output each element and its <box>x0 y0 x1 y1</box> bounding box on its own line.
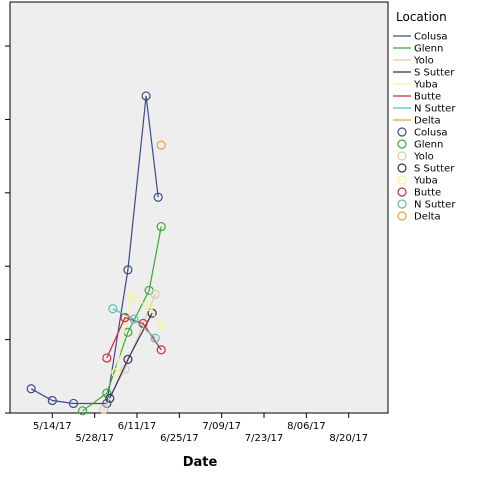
data-point-s-sutter <box>105 393 115 403</box>
legend-label: Butte <box>414 92 441 103</box>
legend-label: Butte <box>414 188 441 199</box>
tick-layer <box>5 45 350 418</box>
data-point-colusa <box>153 192 163 202</box>
legend-marker-swatch <box>397 151 407 161</box>
series-line-yuba <box>115 294 162 373</box>
legend-marker-swatch <box>397 139 407 149</box>
legend-title: Location <box>396 10 447 24</box>
legend-marker-swatch <box>397 175 407 185</box>
data-point-n-sutter <box>129 314 139 324</box>
data-point-yolo <box>150 289 160 299</box>
legend-marker-swatch <box>397 211 407 221</box>
series-layer <box>26 91 166 416</box>
legend-label: Delta <box>414 212 441 223</box>
data-point-yuba <box>144 301 154 312</box>
data-point-n-sutter <box>150 333 160 343</box>
data-point-colusa <box>102 398 112 409</box>
legend-label: N Sutter <box>414 104 456 115</box>
series-line-butte <box>106 316 162 359</box>
x-tick-label: 6/25/17 <box>160 433 199 444</box>
data-point-colusa <box>68 398 79 409</box>
data-point-yolo <box>99 404 109 414</box>
data-point-butte <box>102 353 112 363</box>
x-tick-label: 8/06/17 <box>287 421 326 432</box>
x-tick-label: 8/20/17 <box>329 433 368 444</box>
legend-label: S Sutter <box>414 68 455 79</box>
legend-label: Delta <box>414 116 441 127</box>
data-point-yuba <box>111 368 121 378</box>
data-point-yuba <box>126 290 136 301</box>
series-glenn <box>77 221 166 416</box>
legend-marker-swatch <box>397 199 407 209</box>
x-tick-label: 7/09/17 <box>202 421 241 432</box>
legend-marker-swatch <box>397 163 407 173</box>
legend-label: Yuba <box>413 80 438 91</box>
legend-label: N Sutter <box>414 200 456 211</box>
legend-label: Colusa <box>414 128 448 139</box>
data-point-colusa <box>47 395 57 406</box>
data-point-n-sutter <box>108 304 118 314</box>
series-delta <box>156 140 166 150</box>
data-point-glenn <box>77 406 88 416</box>
legend-marker-swatch <box>397 187 407 197</box>
legend-label: Colusa <box>414 32 448 43</box>
legend-marker-swatch <box>397 127 407 137</box>
legend-label: Yolo <box>413 56 434 67</box>
x-tick-label: 7/23/17 <box>245 433 284 444</box>
data-point-butte <box>120 312 130 323</box>
data-point-colusa <box>141 91 151 101</box>
x-tick-label: 5/28/17 <box>75 433 114 444</box>
legend-label: Yuba <box>413 176 438 187</box>
data-point-s-sutter <box>123 354 133 365</box>
data-point-yuba <box>156 321 166 331</box>
series-line-n-sutter <box>112 308 156 339</box>
plot-area <box>9 1 389 414</box>
x-tick-label: 6/11/17 <box>118 421 157 432</box>
series-line-glenn <box>82 226 162 412</box>
series-n-sutter <box>108 304 160 343</box>
data-point-colusa <box>26 384 36 394</box>
x-tick-labels: 5/14/175/28/17 6/11/176/25/177/09/17 7/23/… <box>33 421 368 444</box>
legend-label: S Sutter <box>414 164 455 175</box>
x-tick-label: 5/14/17 <box>33 421 72 432</box>
data-point-delta <box>156 140 166 150</box>
data-point-glenn <box>156 221 166 232</box>
legend-label: Glenn <box>414 44 443 55</box>
x-axis-title: Date <box>183 455 218 470</box>
legend-label: Yolo <box>413 152 434 163</box>
series-yuba <box>111 290 166 378</box>
data-point-glenn <box>102 388 112 398</box>
data-point-butte <box>156 345 166 355</box>
legend-label: Glenn <box>414 140 443 151</box>
data-point-colusa <box>123 265 133 275</box>
